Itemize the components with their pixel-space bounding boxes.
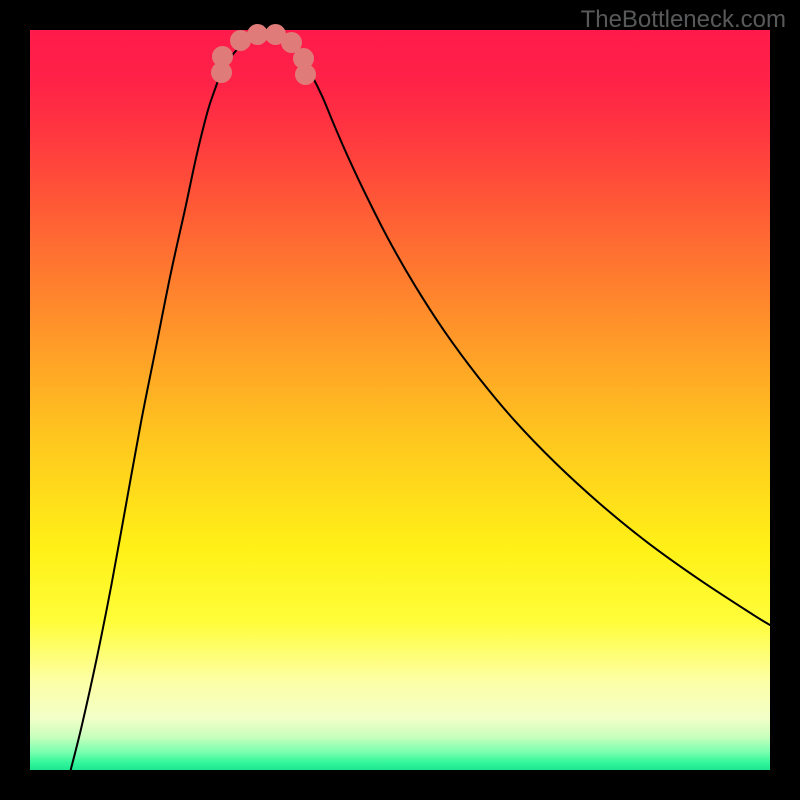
data-marker <box>281 32 302 53</box>
gradient-background <box>30 30 770 770</box>
curve-svg <box>30 30 770 770</box>
watermark-text: TheBottleneck.com <box>581 6 786 34</box>
data-marker <box>230 30 251 51</box>
plot-area <box>30 30 770 770</box>
data-marker <box>212 46 233 67</box>
data-marker <box>211 62 232 83</box>
figure-canvas: TheBottleneck.com <box>0 0 800 800</box>
marker-layer <box>30 30 770 770</box>
main-curve <box>71 32 770 770</box>
data-marker <box>295 64 316 85</box>
data-marker <box>265 24 286 45</box>
data-marker <box>247 24 268 45</box>
data-marker <box>293 48 314 69</box>
